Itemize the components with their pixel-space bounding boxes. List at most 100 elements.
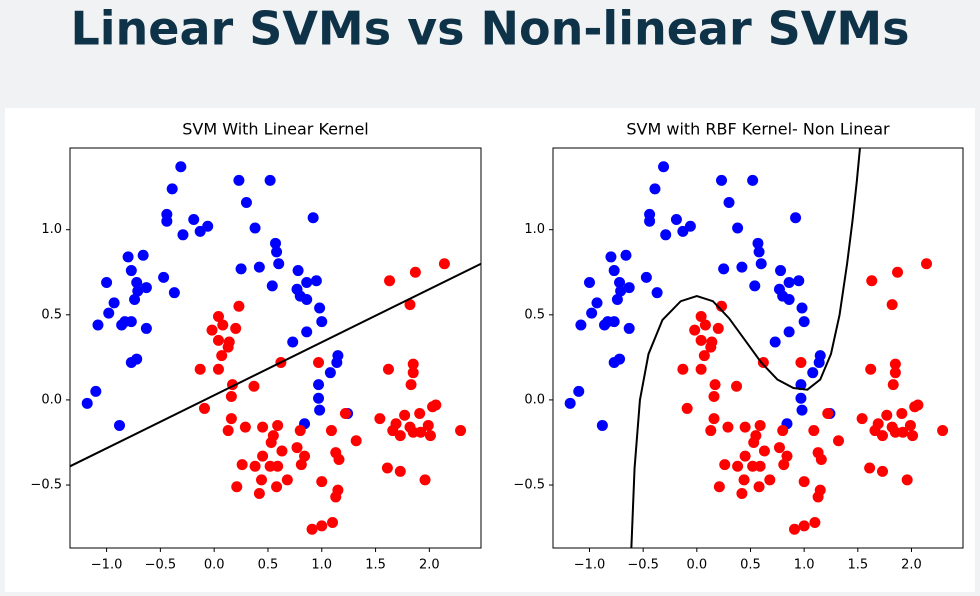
x-tick-label: 0.0 [204,558,225,573]
point [904,419,916,431]
x-tick-label: −0.5 [627,558,659,573]
point [281,474,293,486]
point [865,363,877,375]
point [177,229,189,241]
point [892,266,904,278]
point [877,430,889,442]
point [327,516,339,528]
point [194,363,206,375]
point [684,220,696,232]
x-tick-label: −0.5 [145,558,177,573]
point [764,474,776,486]
point [313,356,325,368]
point [405,379,417,391]
point [253,488,265,500]
y-tick-label: 1.0 [524,222,545,237]
point [223,336,235,348]
point [705,425,717,437]
point [407,367,419,379]
point [422,419,434,431]
point [129,293,141,305]
point [90,385,102,397]
point [415,426,427,438]
point [257,450,269,462]
x-tick-label: 1.0 [311,558,332,573]
point [206,324,218,336]
point [161,215,173,227]
point [316,520,328,532]
point [438,258,450,270]
point [270,237,281,249]
point [723,196,735,208]
x-tick-label: 2.0 [901,558,922,573]
point [757,356,769,368]
y-tick-label: 0.5 [524,307,545,322]
point [216,350,228,362]
point [649,183,661,195]
point [295,459,307,471]
point [695,334,707,346]
point [131,276,143,288]
point [738,474,750,486]
point [166,183,178,195]
point [384,275,396,287]
point [747,174,759,186]
point [718,263,730,275]
point [605,251,617,263]
plot-area [70,161,481,535]
y-tick-label: −0.5 [30,478,62,493]
point [573,385,585,397]
point [698,350,710,362]
point [793,275,805,287]
point [796,302,808,314]
point [272,419,284,431]
point [677,363,689,375]
point [795,379,807,391]
point [822,408,834,420]
point [755,258,767,270]
decision-boundary [630,148,861,548]
point [266,280,278,292]
point [253,261,265,273]
point [749,280,761,292]
point [256,474,268,486]
point [807,367,819,379]
point [788,523,800,535]
plot-title: SVM With Linear Kernel [182,120,368,139]
point [212,311,224,323]
point [419,474,431,486]
point [695,363,707,375]
point [291,283,303,295]
point [103,307,115,319]
point [310,275,322,287]
point [81,397,93,409]
point [404,299,416,311]
point [896,408,908,420]
point [414,408,426,420]
axes-frame [552,147,964,549]
point [812,491,824,503]
point [713,481,725,493]
point [777,425,789,437]
point [225,413,237,425]
point [399,409,411,421]
point [350,435,362,447]
point [773,442,785,454]
point [313,392,325,404]
point [287,336,299,348]
point [394,430,406,442]
point [265,436,277,448]
point [708,413,720,425]
point [125,316,137,328]
point [887,379,899,391]
point [937,425,949,437]
point [901,474,913,486]
point [301,276,313,288]
point [276,445,288,457]
point [681,402,693,414]
point [116,319,128,331]
point [324,367,336,379]
point [230,322,242,334]
point [886,299,898,311]
